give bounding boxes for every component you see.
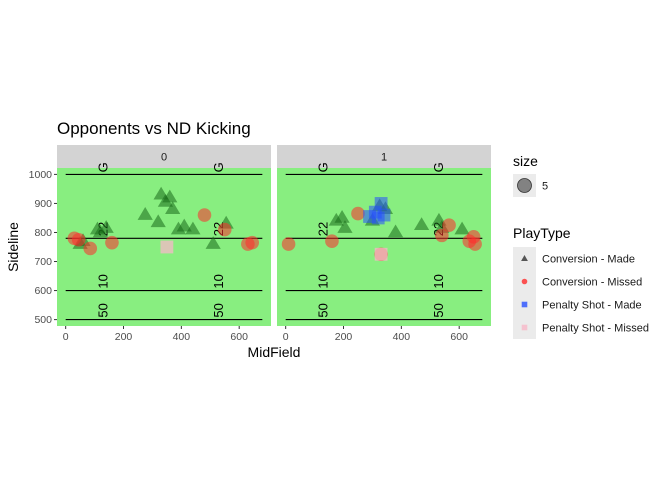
data-point bbox=[454, 221, 470, 235]
legend-key-square-icon bbox=[521, 324, 528, 331]
data-point bbox=[468, 237, 482, 251]
y-tick-label: 1000 bbox=[29, 169, 53, 181]
data-point bbox=[98, 220, 114, 233]
data-point bbox=[137, 207, 153, 220]
x-axis-panel-1: 0 200 400 600 bbox=[283, 326, 468, 343]
data-point bbox=[165, 201, 181, 215]
facet-panel-1: 1 505010102222GG bbox=[277, 145, 491, 326]
data-point bbox=[217, 222, 232, 237]
yard-label: 22 bbox=[315, 222, 330, 236]
legend-label: Conversion - Missed bbox=[542, 277, 642, 289]
x-tick-label: 0 bbox=[283, 331, 289, 343]
yard-label: 50 bbox=[211, 303, 226, 317]
yard-label: 10 bbox=[211, 274, 226, 288]
legend-key-triangle-icon bbox=[521, 255, 528, 261]
x-tick-label: 400 bbox=[173, 331, 191, 343]
data-point bbox=[374, 197, 388, 210]
data-point bbox=[334, 209, 350, 223]
data-point bbox=[105, 235, 119, 250]
data-point bbox=[281, 237, 296, 251]
data-point bbox=[176, 218, 192, 232]
x-tick-label: 0 bbox=[63, 331, 69, 343]
yard-label: 10 bbox=[431, 274, 446, 288]
data-point bbox=[442, 218, 456, 233]
x-axis-label: MidField bbox=[248, 344, 301, 360]
yard-label: 10 bbox=[315, 274, 330, 288]
data-point bbox=[413, 217, 430, 231]
y-axis: 500 600 700 800 900 1000 bbox=[29, 169, 57, 326]
y-tick-label: 500 bbox=[34, 314, 52, 326]
legends: size 5 PlayType Conversion - Made Conversion… bbox=[513, 153, 649, 339]
facet-strip-1 bbox=[277, 145, 491, 168]
yard-label: 50 bbox=[315, 303, 330, 317]
data-point bbox=[160, 240, 174, 254]
x-tick-label: 200 bbox=[335, 331, 353, 343]
yard-label: G bbox=[95, 162, 110, 172]
data-point bbox=[325, 234, 339, 248]
y-tick-label: 700 bbox=[34, 256, 52, 268]
legend-title-size: size bbox=[513, 153, 538, 169]
x-tick-label: 600 bbox=[450, 331, 468, 343]
y-tick-label: 800 bbox=[34, 227, 52, 239]
legend-label: Penalty Shot - Made bbox=[542, 300, 642, 312]
yard-label: 10 bbox=[95, 274, 110, 288]
yard-label: G bbox=[431, 162, 446, 172]
x-tick-label: 400 bbox=[393, 331, 411, 343]
data-point bbox=[377, 208, 391, 222]
data-point bbox=[351, 206, 365, 221]
facet-panel-0: 0 505010102222GG bbox=[57, 145, 271, 326]
data-point bbox=[374, 247, 388, 261]
data-point bbox=[71, 232, 86, 247]
x-tick-label: 200 bbox=[115, 331, 133, 343]
yard-label: G bbox=[315, 162, 330, 172]
legend-title-playtype: PlayType bbox=[513, 225, 571, 241]
y-tick-label: 600 bbox=[34, 285, 52, 297]
yard-label: G bbox=[211, 162, 226, 172]
yard-label: 50 bbox=[95, 303, 110, 317]
data-point bbox=[205, 236, 221, 249]
data-point bbox=[197, 208, 212, 222]
data-point bbox=[162, 189, 178, 203]
facet-strip-label-0: 0 bbox=[161, 152, 167, 164]
legend-key-size bbox=[517, 178, 532, 193]
legend-label: Penalty Shot - Missed bbox=[542, 323, 649, 335]
data-point bbox=[150, 214, 166, 228]
data-point bbox=[435, 228, 449, 243]
panel-background-1 bbox=[277, 168, 491, 326]
legend-label-size: 5 bbox=[542, 181, 548, 193]
data-point bbox=[337, 220, 353, 233]
legend-label: Conversion - Made bbox=[542, 254, 635, 266]
facet-strip-0 bbox=[57, 145, 271, 168]
chart-title: Opponents vs ND Kicking bbox=[57, 119, 251, 138]
y-tick-label: 900 bbox=[34, 198, 52, 210]
x-axis-panel-0: 0 200 400 600 bbox=[63, 326, 248, 343]
data-point bbox=[245, 235, 260, 250]
facet-strip-label-1: 1 bbox=[381, 152, 387, 164]
yard-label: 50 bbox=[431, 303, 446, 317]
data-point bbox=[185, 221, 201, 235]
y-axis-label: Sideline bbox=[5, 222, 21, 272]
x-tick-label: 600 bbox=[230, 331, 248, 343]
data-point bbox=[387, 224, 404, 238]
legend-key-square-icon bbox=[521, 301, 528, 308]
legend-key-circle-icon bbox=[521, 278, 528, 285]
data-point bbox=[83, 241, 98, 256]
